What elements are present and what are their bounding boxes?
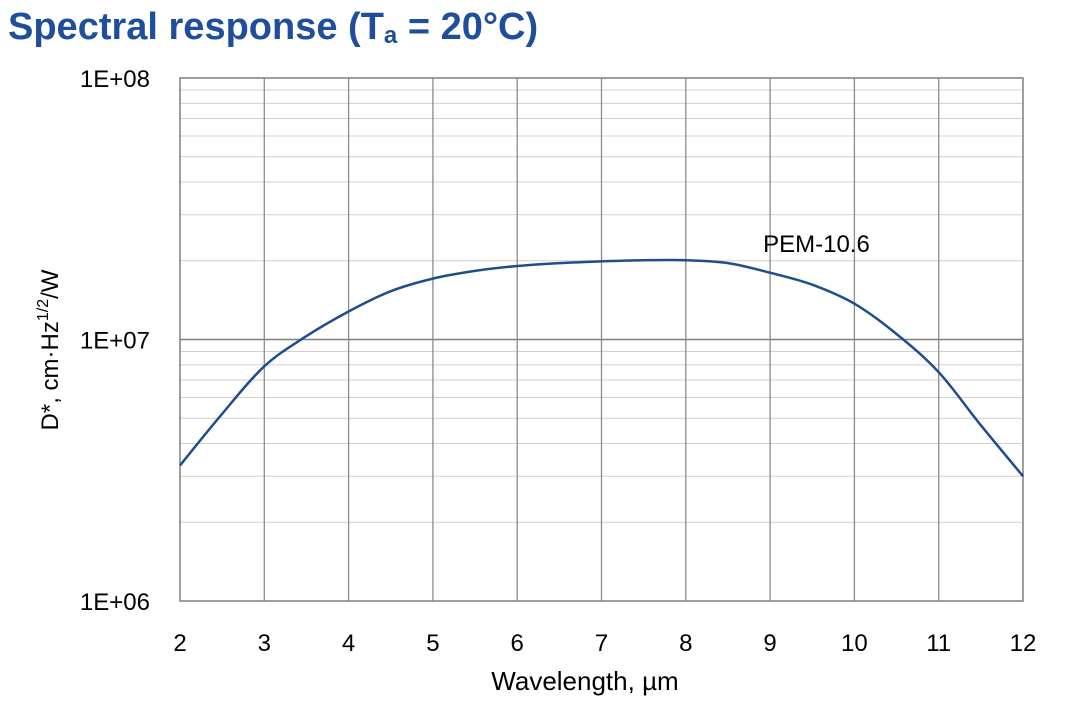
series-line-pem-10-6 (179, 258, 1024, 477)
series-label: PEM-10.6 (763, 231, 870, 258)
x-tick-label: 12 (1010, 630, 1037, 657)
y-tick-label: 1E+08 (80, 66, 150, 93)
x-tick-label: 10 (841, 630, 868, 657)
y-tick-label: 1E+07 (80, 328, 150, 355)
x-tick-label: 6 (511, 630, 524, 657)
x-tick-label: 7 (595, 630, 608, 657)
x-tick-label: 5 (426, 630, 439, 657)
chart-title: Spectral response (Ta = 20°C) (8, 6, 539, 49)
x-tick-labels: 2 3 4 5 6 7 8 9 10 11 12 (173, 630, 1036, 657)
x-tick-label: 2 (173, 630, 186, 657)
x-axis-label: Wavelength, µm (491, 666, 678, 696)
y-tick-labels: 1E+06 1E+07 1E+08 (80, 66, 150, 616)
x-tick-label: 8 (679, 630, 692, 657)
y-axis-label: D*, cm·Hz1/2/W (35, 269, 64, 430)
y-tick-label: 1E+06 (80, 589, 150, 616)
x-tick-label: 11 (926, 630, 951, 657)
x-tick-label: 4 (342, 630, 355, 657)
x-tick-label: 3 (258, 630, 271, 657)
plot-frame (179, 77, 1024, 602)
x-tick-label: 9 (763, 630, 776, 657)
series-layer: PEM-10.6 (179, 231, 1024, 477)
major-grid (180, 78, 1023, 601)
